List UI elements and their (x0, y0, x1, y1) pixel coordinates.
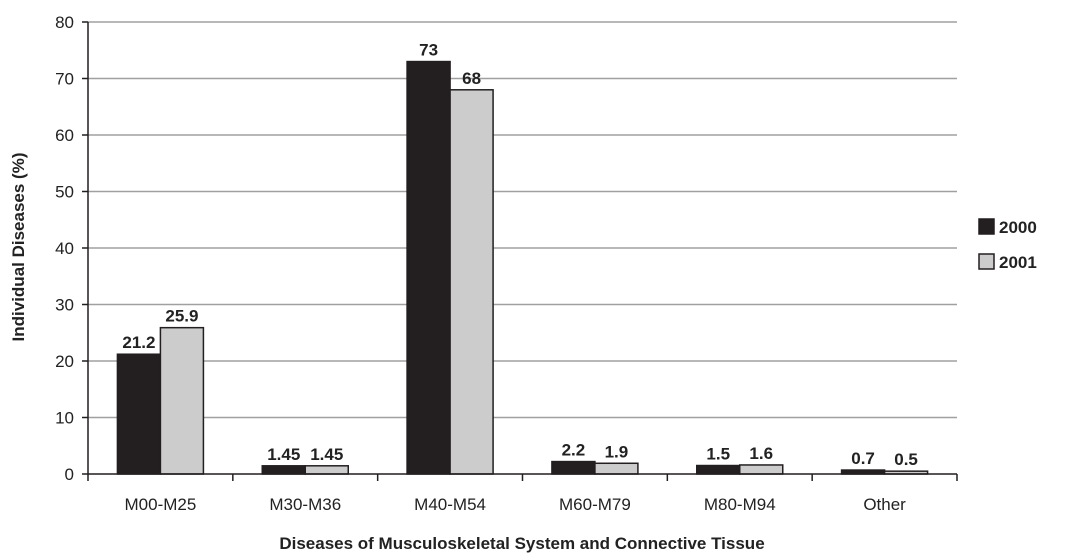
bar-2001-M00-M25 (159, 326, 205, 475)
data-label: 21.2 (122, 333, 155, 352)
data-labels: 21.2 25.9 1.45 1.45 73 68 2.2 1.9 1.5 1.6 0.7 0.5 (122, 41, 918, 470)
bar-2000-M80-M94 (696, 464, 741, 475)
x-tick-label: M60-M79 (559, 495, 631, 514)
data-label: 68 (462, 69, 481, 88)
data-label: 1.9 (605, 442, 629, 461)
y-tick-label: 70 (55, 70, 74, 89)
bar-2001-M80-M94 (739, 464, 784, 475)
bar-2001-M60-M79 (594, 462, 639, 475)
bar-2000-M30-M36 (261, 465, 306, 475)
data-label: 25.9 (165, 307, 198, 326)
x-tick-label: M80-M94 (704, 495, 776, 514)
x-tick-label: Other (863, 495, 906, 514)
data-label: 1.45 (267, 445, 300, 464)
bar-2000-M40-M54 (406, 60, 451, 475)
data-label: 2.2 (562, 441, 586, 460)
data-label: 0.7 (851, 449, 875, 468)
bar-2001-M40-M54 (449, 89, 494, 475)
bar-2000-M60-M79 (551, 460, 596, 475)
x-tick-label: M30-M36 (269, 495, 341, 514)
x-axis-title: Diseases of Musculoskeletal System and C… (279, 534, 764, 553)
y-tick-label: 0 (65, 465, 74, 484)
legend-label: 2001 (999, 253, 1037, 272)
axes: 0 10 20 30 40 50 60 70 80 M00-M25 M30-M36 M40-M54 M6… (55, 13, 958, 514)
y-axis-title: Individual Diseases (%) (9, 153, 28, 342)
y-tick-label: 60 (55, 126, 74, 145)
data-label: 73 (419, 41, 438, 60)
legend-swatch-2000 (978, 218, 995, 235)
bar-2000-M00-M25 (116, 353, 162, 475)
x-tick-label: M00-M25 (125, 495, 197, 514)
data-label: 1.45 (310, 445, 343, 464)
gridlines (88, 21, 957, 419)
y-tick-label: 20 (55, 352, 74, 371)
bars (116, 60, 929, 475)
y-tick-label: 40 (55, 239, 74, 258)
y-tick-label: 30 (55, 296, 74, 315)
y-tick-label: 50 (55, 183, 74, 202)
bar-2001-M30-M36 (304, 465, 349, 475)
data-label: 1.6 (749, 444, 773, 463)
legend: 2000 2001 (978, 218, 1037, 272)
y-tick-label: 10 (55, 409, 74, 428)
legend-label: 2000 (999, 218, 1037, 237)
legend-swatch-2001 (978, 253, 995, 270)
data-label: 1.5 (706, 445, 730, 464)
y-tick-label: 80 (55, 13, 74, 32)
data-label: 0.5 (894, 450, 918, 469)
x-tick-label: M40-M54 (414, 495, 486, 514)
